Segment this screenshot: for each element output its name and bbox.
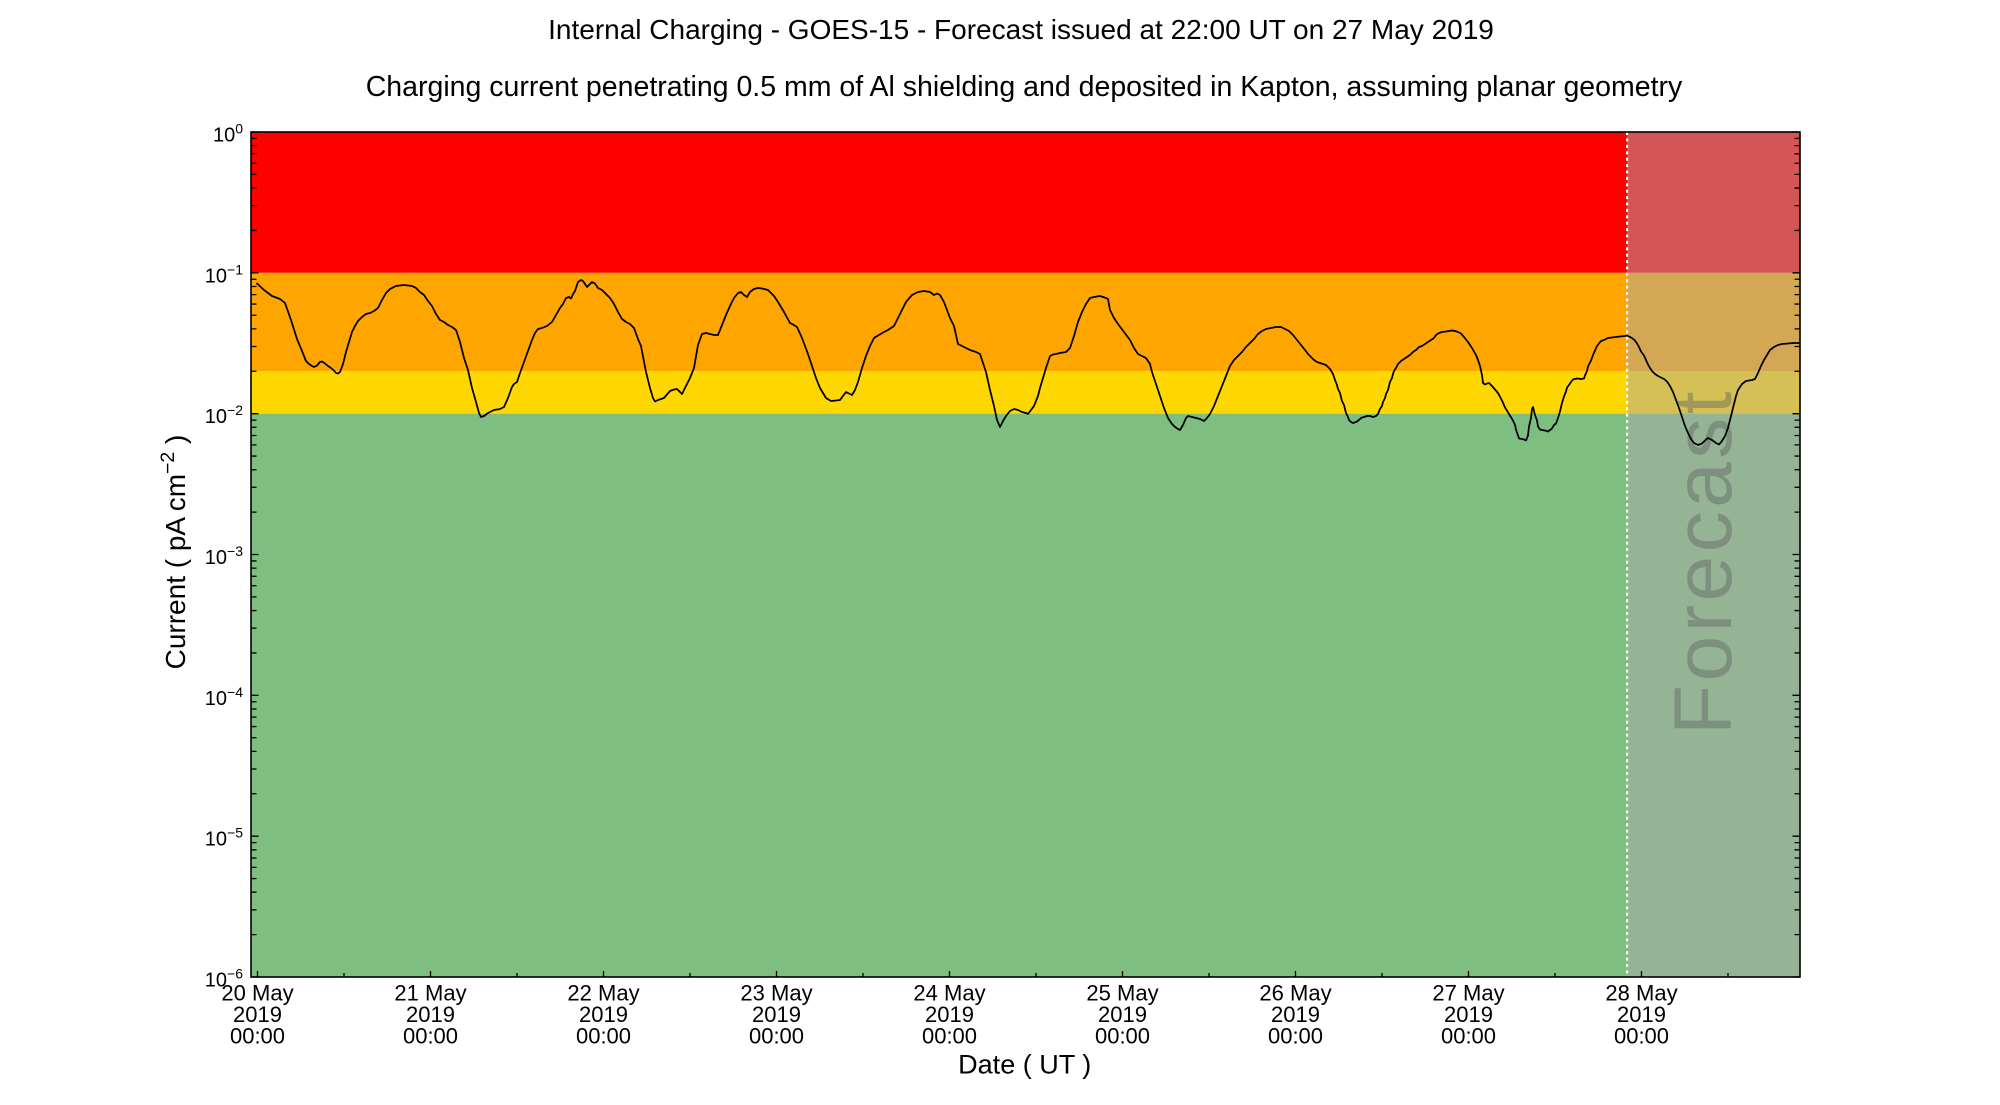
svg-text:2019: 2019 (1617, 1002, 1666, 1027)
svg-text:21 May: 21 May (394, 981, 466, 1006)
svg-text:00:00: 00:00 (922, 1024, 977, 1049)
svg-text:2019: 2019 (1271, 1002, 1320, 1027)
svg-text:27 May: 27 May (1432, 981, 1504, 1006)
svg-text:00:00: 00:00 (576, 1024, 631, 1049)
svg-text:2019: 2019 (925, 1002, 974, 1027)
svg-text:Date ( UT ): Date ( UT ) (958, 1050, 1091, 1080)
svg-text:2019: 2019 (1098, 1002, 1147, 1027)
svg-text:2019: 2019 (233, 1002, 282, 1027)
svg-text:20 May: 20 May (221, 981, 293, 1006)
svg-text:Charging current penetrating 0: Charging current penetrating 0.5 mm of A… (366, 71, 1683, 103)
svg-text:28 May: 28 May (1605, 981, 1677, 1006)
svg-text:00:00: 00:00 (1441, 1024, 1496, 1049)
svg-text:00:00: 00:00 (403, 1024, 458, 1049)
svg-text:23 May: 23 May (740, 981, 812, 1006)
svg-text:24 May: 24 May (913, 981, 985, 1006)
svg-text:00:00: 00:00 (1095, 1024, 1150, 1049)
svg-text:00:00: 00:00 (749, 1024, 804, 1049)
svg-text:22 May: 22 May (567, 981, 639, 1006)
svg-text:00:00: 00:00 (1614, 1024, 1669, 1049)
svg-text:2019: 2019 (1444, 1002, 1493, 1027)
svg-text:2019: 2019 (579, 1002, 628, 1027)
svg-text:10−3: 10−3 (205, 543, 243, 569)
svg-text:Forecast: Forecast (1658, 388, 1749, 735)
svg-text:00:00: 00:00 (1268, 1024, 1323, 1049)
svg-text:Internal Charging - GOES-15 -: Internal Charging - GOES-15 - Forecast i… (548, 14, 1494, 45)
svg-text:2019: 2019 (406, 1002, 455, 1027)
svg-text:2019: 2019 (752, 1002, 801, 1027)
svg-text:00:00: 00:00 (230, 1024, 285, 1049)
svg-text:25 May: 25 May (1086, 981, 1158, 1006)
svg-text:26 May: 26 May (1259, 981, 1331, 1006)
svg-text:10−2: 10−2 (205, 402, 243, 428)
